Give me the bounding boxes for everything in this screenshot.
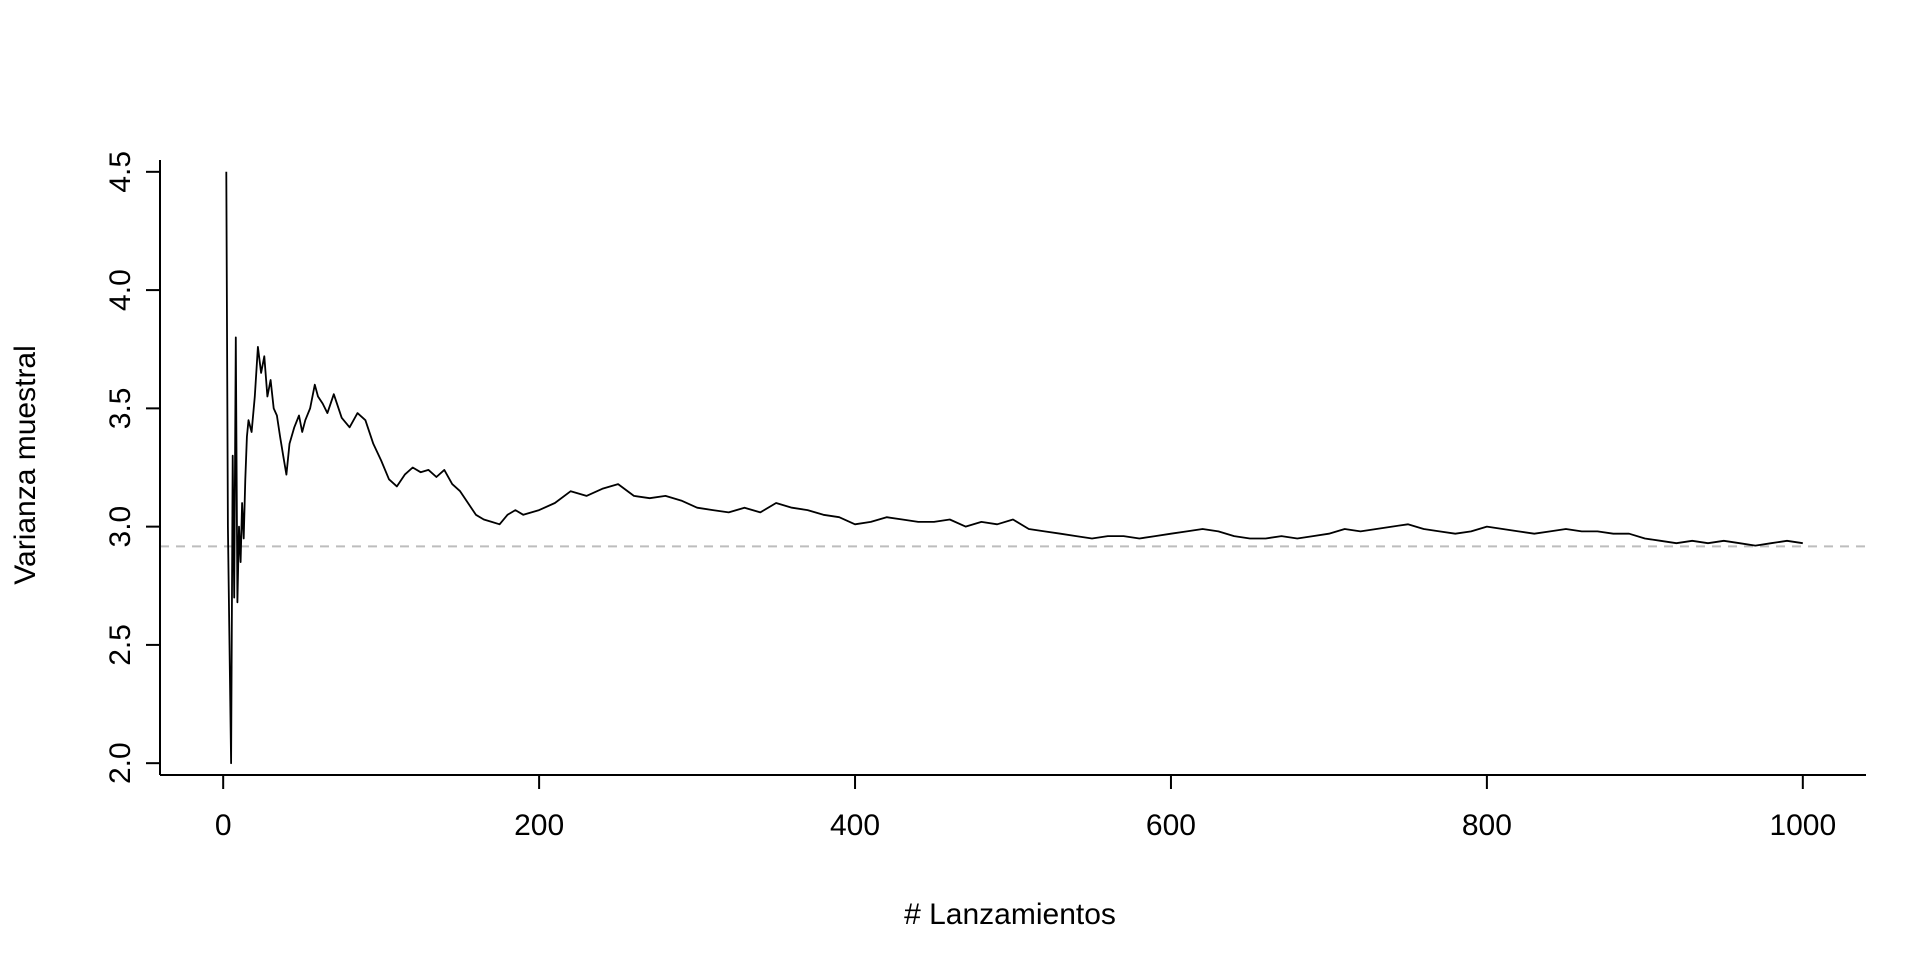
y-tick-label: 2.0 xyxy=(104,742,137,784)
y-tick-label: 4.0 xyxy=(104,269,137,311)
x-ticks: 0 200 400 600 800 1000 xyxy=(215,775,1836,842)
x-tick-label: 800 xyxy=(1462,809,1512,842)
y-tick-label: 3.5 xyxy=(104,388,137,430)
x-tick-label: 0 xyxy=(215,809,232,842)
y-axis-title: Varianza muestral xyxy=(9,345,42,585)
y-tick-label: 3.0 xyxy=(104,506,137,548)
x-tick-label: 400 xyxy=(830,809,880,842)
x-tick-label: 600 xyxy=(1146,809,1196,842)
series-line xyxy=(225,171,1803,765)
x-tick-label: 200 xyxy=(514,809,564,842)
plot-area xyxy=(160,171,1866,765)
y-tick-label: 2.5 xyxy=(104,624,137,666)
y-ticks: 2.0 2.5 3.0 3.5 4.0 4.5 xyxy=(104,151,160,784)
y-tick-label: 4.5 xyxy=(104,151,137,193)
x-axis-title: # Lanzamientos xyxy=(904,898,1116,931)
x-tick-label: 1000 xyxy=(1769,809,1836,842)
